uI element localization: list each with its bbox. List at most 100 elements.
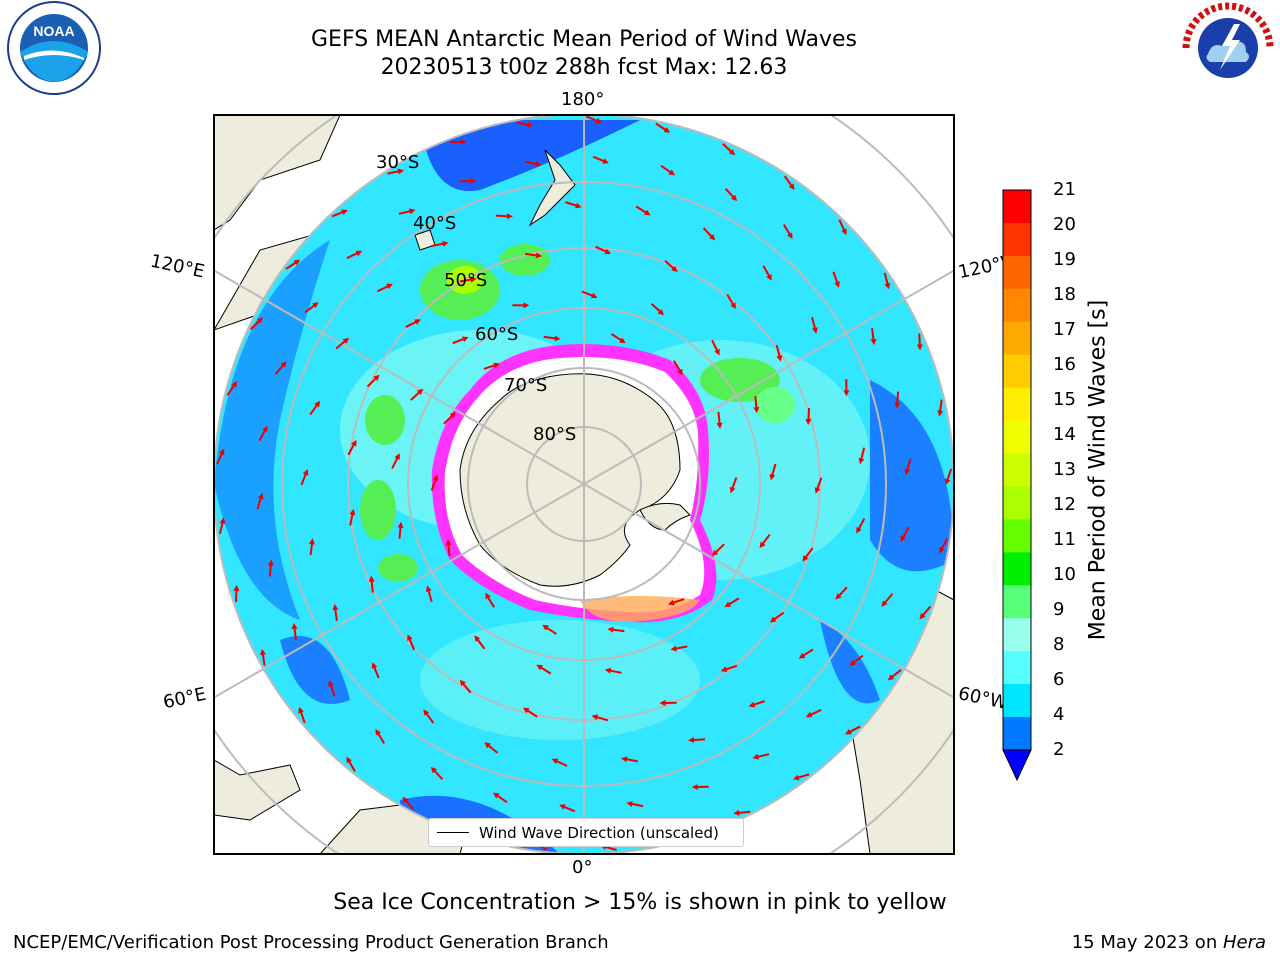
wave-direction-arrow (536, 664, 552, 675)
wave-direction-arrow (332, 603, 339, 621)
wave-direction-arrow (591, 714, 609, 722)
wave-direction-arrow (711, 543, 725, 557)
colorbar-cell (1003, 255, 1031, 290)
wave-direction-arrow (595, 245, 612, 255)
wave-direction-arrow (375, 728, 386, 744)
wave-direction-arrow (298, 706, 306, 724)
wave-direction-arrow (711, 339, 720, 356)
wave-direction-arrow (660, 164, 675, 176)
footer-date: 15 May 2023 on Hera (1072, 932, 1266, 953)
wave-direction-arrow (328, 680, 336, 697)
wave-direction-arrow (856, 518, 866, 534)
wave-direction-arrow (762, 265, 772, 281)
colorbar-cell (1003, 453, 1031, 487)
wave-direction-arrow (604, 667, 622, 674)
colorbar-cell (1003, 519, 1031, 553)
wave-direction-arrow (581, 290, 598, 299)
chart-title: GEFS MEAN Antarctic Mean Period of Wind … (311, 27, 857, 52)
wave-direction-arrow (300, 468, 309, 486)
wave-direction-arrow (304, 302, 319, 314)
wave-direction-arrow (335, 337, 350, 350)
wave-direction-arrow (402, 796, 415, 811)
wave-direction-arrow (670, 645, 688, 652)
colorbar-tick-label: 16 (1053, 354, 1076, 375)
wave-direction-arrow (542, 624, 558, 635)
colorbar-extend-arrow (1002, 749, 1032, 782)
wave-direction-arrow (944, 468, 953, 486)
wave-direction-arrow (483, 362, 500, 370)
wave-direction-arrow (769, 611, 785, 623)
wave-direction-arrow (256, 492, 264, 510)
wave-direction-arrow (259, 648, 266, 666)
wave-direction-arrow (258, 425, 268, 442)
wave-direction-arrow (309, 400, 321, 416)
colorbar-cell (1003, 585, 1031, 619)
wave-direction-arrow (543, 335, 561, 342)
wave-direction-arrow (753, 396, 760, 414)
wave-direction-arrow (347, 439, 357, 456)
wave-direction-arrow (452, 336, 469, 345)
wave-direction-arrow (802, 547, 814, 562)
legend-line-icon (437, 832, 469, 833)
wave-direction-arrow (366, 374, 380, 388)
wave-direction-arrow (250, 317, 263, 330)
lat-label-80s: 80°S (533, 424, 577, 445)
noaa-logo-text: NOAA (33, 23, 74, 39)
colorbar-tick-label: 12 (1053, 494, 1076, 515)
wave-direction-arrow (459, 679, 472, 694)
wave-direction-arrow (522, 707, 538, 718)
colorbar-tick-label: 15 (1053, 389, 1076, 410)
wave-direction-arrow (894, 391, 901, 409)
wave-direction-arrow (720, 664, 738, 673)
wave-direction-arrow (274, 361, 287, 375)
noaa-logo: NOAA (7, 1, 101, 95)
wave-direction-arrow (938, 538, 949, 554)
wave-direction-arrow (516, 121, 534, 128)
colorbar-cell (1003, 618, 1031, 652)
colorbar-tick-label: 6 (1053, 669, 1065, 690)
wave-direction-arrow (814, 477, 823, 494)
wave-direction-arrow (430, 766, 444, 780)
lon-label-0: 0° (572, 857, 593, 878)
wave-direction-arrow (752, 753, 770, 760)
wave-direction-arrow (226, 381, 238, 396)
wave-direction-arrow (724, 188, 738, 202)
wave-direction-arrow (805, 408, 812, 426)
wave-direction-arrow (398, 208, 416, 215)
wave-direction-arrow (716, 411, 723, 429)
wave-direction-arrow (430, 474, 439, 491)
wave-direction-arrow (664, 259, 678, 273)
colorbar-cell (1003, 486, 1031, 520)
wave-direction-arrow (592, 155, 609, 164)
colorbar-cell (1003, 190, 1031, 224)
colorbar-cell (1003, 651, 1031, 685)
wave-direction-arrow (792, 773, 810, 781)
colorbar-tick-label: 2 (1053, 739, 1065, 760)
wave-direction-arrow (445, 539, 452, 557)
wave-direction-arrow (835, 586, 848, 600)
colorbar-tick-label: 14 (1053, 424, 1076, 445)
lat-label-60s: 60°S (475, 324, 519, 345)
wave-direction-arrow (524, 160, 542, 167)
wave-direction-arrow (883, 272, 891, 290)
wave-direction-arrow (870, 328, 877, 346)
wave-direction-arrow (493, 792, 508, 804)
wave-direction-arrow (726, 294, 737, 310)
colorbar-tick-label: 13 (1053, 459, 1076, 480)
wave-direction-arrow (838, 219, 847, 236)
wave-direction-arrow (233, 584, 240, 602)
colorbar (1002, 189, 1032, 782)
footer-date-text: 15 May 2023 on (1071, 932, 1223, 953)
wave-direction-arrow (387, 168, 405, 175)
wave-direction-arrow (443, 411, 457, 425)
wave-direction-arrow (495, 213, 513, 220)
colorbar-tick-label: 8 (1053, 634, 1065, 655)
lat-label-40s: 40°S (413, 213, 457, 234)
wave-direction-arrow (729, 477, 738, 494)
footer-credit: NCEP/EMC/Verification Post Processing Pr… (13, 932, 609, 953)
wave-direction-arrow (377, 283, 393, 293)
nws-logo (1182, 2, 1274, 94)
wave-direction-arrow (904, 458, 912, 476)
wave-direction-arrow (759, 533, 771, 549)
sea-ice-note: Sea Ice Concentration > 15% is shown in … (333, 890, 947, 915)
